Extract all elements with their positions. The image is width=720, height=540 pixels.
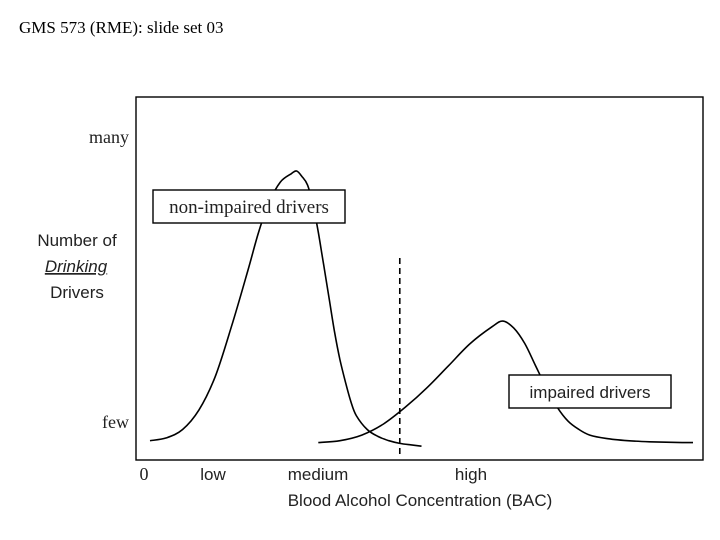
x-tick-medium: medium: [288, 465, 348, 484]
y-axis-label-line-1: Number of: [37, 231, 117, 250]
legend-label-impaired: impaired drivers: [530, 383, 651, 402]
x-tick-low: low: [200, 465, 226, 484]
series-line-impaired: [318, 320, 694, 444]
legend-box-impaired: [508, 374, 672, 409]
y-axis-label-line-2: Drinking: [45, 257, 108, 276]
x-tick-zero: 0: [140, 464, 149, 484]
y-tick-few: few: [102, 412, 129, 432]
y-tick-many: many: [89, 127, 129, 147]
y-axis-label-line-3: Drivers: [50, 283, 104, 302]
legend-label-non-impaired: non-impaired drivers: [169, 197, 329, 218]
legend-box-non-impaired: [152, 189, 346, 224]
slide-header: GMS 573 (RME): slide set 03: [19, 18, 224, 37]
x-tick-high: high: [455, 465, 487, 484]
plot-frame: [135, 96, 704, 461]
x-axis-label: Blood Alcohol Concentration (BAC): [288, 491, 553, 510]
